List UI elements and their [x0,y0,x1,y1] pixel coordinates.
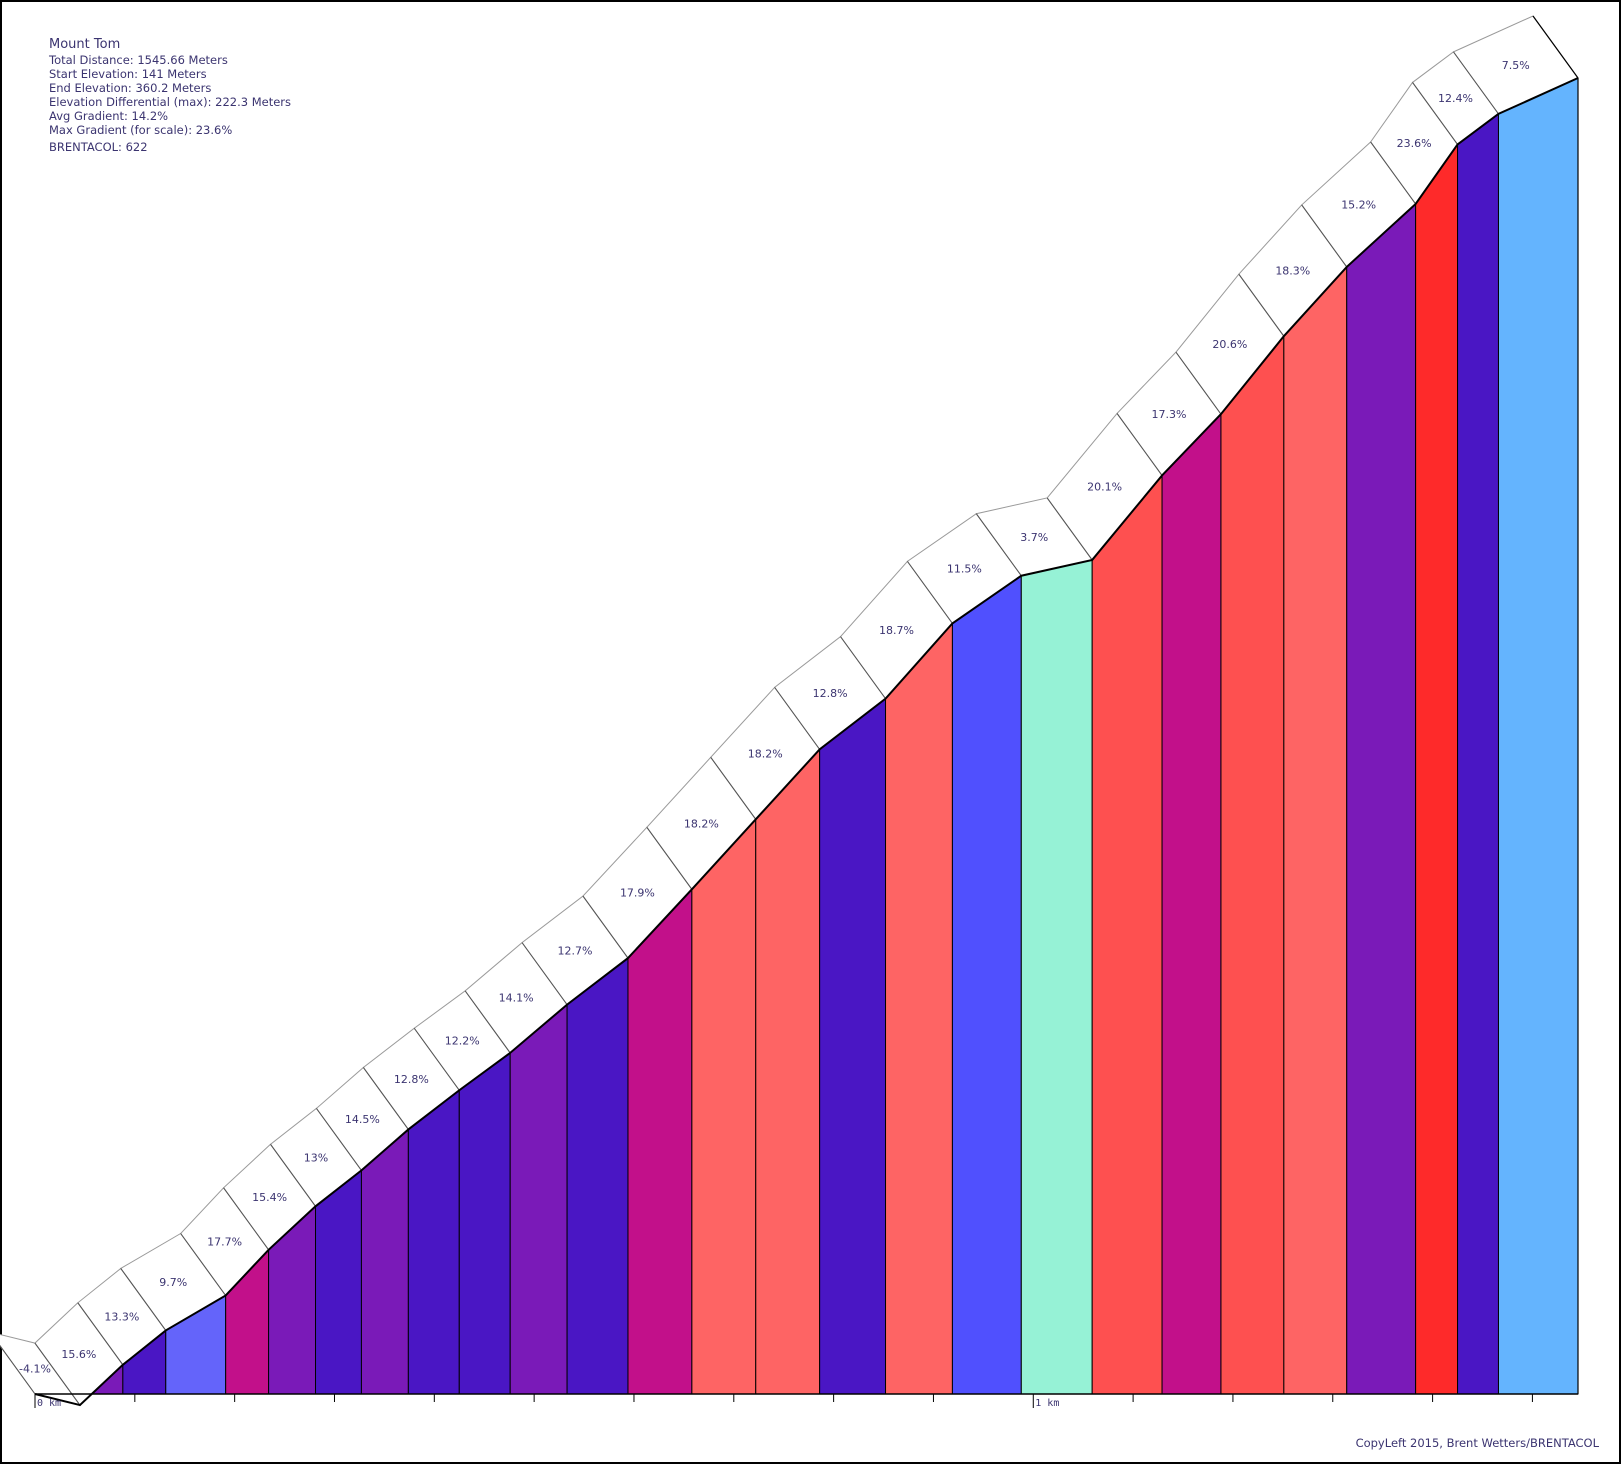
gradient-label: 3.7% [1020,531,1048,544]
gradient-label: 7.5% [1502,59,1530,72]
gradient-segment-bar [755,748,821,1395]
avg-gradient: Avg Gradient: 14.2% [49,109,169,123]
total-distance: Total Distance: 1545.66 Meters [49,53,228,67]
gradient-label: 14.5% [345,1113,380,1126]
gradient-label: 23.6% [1397,137,1432,150]
gradient-label: 12.7% [558,944,593,957]
elevation-differential: Elevation Differential (max): 222.3 Mete… [49,95,291,109]
gradient-label: 14.1% [499,992,534,1005]
segment-divider [1301,204,1348,268]
segment-divider [710,757,757,820]
gradient-label: 9.7% [159,1276,187,1289]
gradient-segment-bar [458,1051,511,1395]
gradient-label: 18.2% [684,817,719,830]
segment-divider [1046,497,1093,561]
start-elevation: Start Elevation: 141 Meters [49,67,207,81]
elevation-profile-line [34,77,1579,1407]
gradient-label: 20.6% [1212,338,1247,351]
gradient-segment-bar [1457,112,1499,1395]
segment-divider [1370,141,1417,205]
gradient-segment-bar [1161,412,1222,1395]
gradient-label: 13.3% [104,1311,139,1324]
segment-divider [1412,82,1458,145]
segment-divider [77,1302,124,1366]
gradient-label: 18.2% [748,747,783,760]
segment-divider [270,1144,316,1207]
segment-divider [413,1027,460,1091]
gradient-segment-bar [885,622,953,1395]
gradient-segment-bar [509,1003,568,1395]
gradient-segment-bar [1283,265,1348,1395]
segment-divider [316,1108,362,1171]
gradient-segment-bar [1415,142,1459,1395]
gradient-segment-bar [1091,474,1163,1395]
segment-divider [521,942,568,1005]
gradient-segment-bar [1497,77,1579,1395]
segment-divider [0,1344,36,1395]
gradient-segment-bar [1220,334,1285,1395]
gradient-label: 17.7% [207,1236,242,1249]
gradient-label: 15.6% [61,1348,96,1361]
gradient-segment-bar [1346,202,1417,1395]
brentacol-score: BRENTACOL: 622 [49,140,148,154]
segment-divider [1116,413,1163,476]
gradient-segment-bar [1020,559,1093,1395]
x-tick-label: 0 km [37,1398,61,1409]
max-gradient: Max Gradient (for scale): 23.6% [49,123,233,137]
climb-info-panel: Mount Tom Total Distance: 1545.66 Meters… [49,36,291,154]
gradient-segment-bar [691,818,757,1395]
segment-divider [907,561,953,624]
gradient-label: 12.2% [445,1035,480,1048]
gradient-segment-bar [566,957,629,1395]
gradient-label: 17.3% [1152,408,1187,421]
end-edge [1532,15,1579,79]
gradient-label: 13% [304,1151,328,1164]
segment-divider [223,1187,270,1251]
segment-divider [120,1268,167,1331]
segment-divider [646,826,693,890]
segment-divider [464,990,511,1054]
segment-divider [582,895,629,959]
gradient-segment-bar [951,574,1022,1395]
x-tick-label: 1 km [1035,1398,1059,1409]
gradient-label: 12.8% [813,687,848,700]
gradient-label: 15.2% [1341,198,1376,211]
segment-divider [362,1067,409,1130]
gradient-label: 18.3% [1275,265,1310,278]
gradient-segment-bar [360,1128,409,1395]
segment-divider [1453,51,1499,115]
gradient-segment-bar [819,697,887,1395]
chart-title: Mount Tom [49,37,121,52]
segment-divider [1238,273,1285,337]
end-elevation: End Elevation: 360.2 Meters [49,81,212,95]
segment-divider [180,1233,227,1296]
gradient-label: 18.7% [879,624,914,637]
segment-divider [840,636,886,699]
gradient-label: 15.4% [252,1191,287,1204]
gradient-segment-bar [627,888,693,1395]
segment-divider [1175,351,1222,415]
segment-divider [774,687,821,750]
segment-divider [975,513,1022,577]
gradient-segment-bar [407,1089,460,1395]
gradient-label: -4.1% [19,1363,51,1376]
gradient-label: 20.1% [1087,481,1122,494]
gradient-segment-bar [315,1169,362,1395]
copyleft-credit: CopyLeft 2015, Brent Wetters/BRENTACOL [1355,1436,1599,1450]
gradient-label: 12.4% [1438,92,1473,105]
gradient-label: 11.5% [947,563,982,576]
gradient-label: 12.8% [394,1073,429,1086]
gradient-label: 17.9% [620,887,655,900]
